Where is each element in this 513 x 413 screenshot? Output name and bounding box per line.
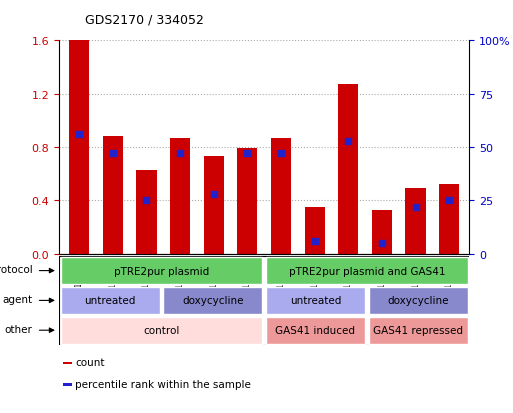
Bar (372, 210, 392, 254)
Text: pTRE2pur plasmid: pTRE2pur plasmid (114, 266, 209, 276)
Bar (204, 157, 224, 254)
Point (310, 238, 319, 244)
Bar (61, 317, 263, 344)
Bar (271, 138, 291, 254)
Text: percentile rank within the sample: percentile rank within the sample (75, 379, 251, 389)
Text: GDS2170 / 334052: GDS2170 / 334052 (85, 14, 204, 27)
Point (378, 240, 386, 247)
Text: untreated: untreated (85, 296, 136, 306)
Point (243, 151, 251, 157)
Bar (69, 41, 89, 254)
Bar (266, 258, 468, 284)
Text: doxycycline: doxycycline (387, 296, 449, 306)
Text: count: count (75, 357, 105, 367)
Text: GAS41 repressed: GAS41 repressed (373, 325, 463, 335)
Bar (136, 170, 156, 254)
Point (176, 151, 184, 157)
Bar (61, 258, 263, 284)
Bar (238, 149, 258, 254)
Bar (63, 362, 72, 365)
Point (109, 151, 117, 157)
Bar (338, 85, 359, 254)
Bar (305, 207, 325, 254)
Point (75, 132, 83, 138)
Point (445, 197, 453, 204)
Text: GAS41 induced: GAS41 induced (275, 325, 356, 335)
Point (210, 191, 218, 198)
Point (344, 138, 352, 145)
Bar (61, 287, 160, 314)
Bar (368, 317, 468, 344)
Bar (439, 185, 459, 254)
Text: control: control (144, 325, 180, 335)
Bar (170, 138, 190, 254)
Bar (266, 287, 365, 314)
Point (277, 151, 285, 157)
Bar (63, 383, 72, 386)
Text: pTRE2pur plasmid and GAS41: pTRE2pur plasmid and GAS41 (288, 266, 445, 276)
Text: other: other (5, 324, 32, 334)
Text: protocol: protocol (0, 264, 32, 274)
Text: doxycycline: doxycycline (182, 296, 244, 306)
Bar (368, 287, 468, 314)
Bar (405, 189, 426, 254)
Bar (163, 287, 263, 314)
Bar (103, 137, 123, 254)
Text: agent: agent (3, 294, 32, 304)
Bar (266, 317, 365, 344)
Point (411, 204, 420, 211)
Point (142, 197, 150, 204)
Text: untreated: untreated (290, 296, 341, 306)
